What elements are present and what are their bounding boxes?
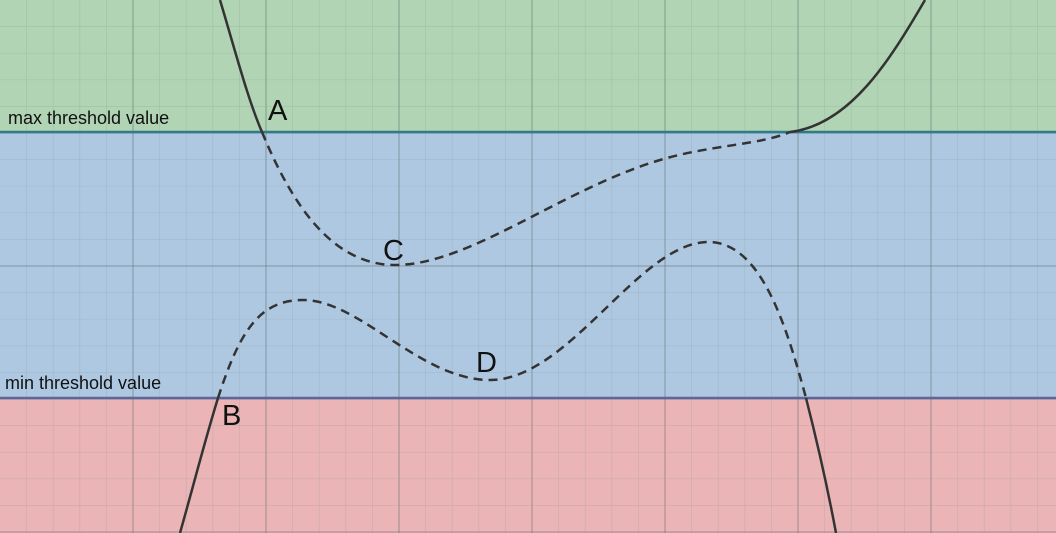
- point-label-a: A: [268, 95, 288, 127]
- point-label-c: C: [383, 235, 404, 267]
- point-label-b: B: [222, 400, 241, 432]
- upper-curve-right-solid: [789, 0, 927, 134]
- upper-curve-dashed: [260, 130, 791, 267]
- lower-curve-right-solid: [804, 397, 838, 533]
- above-max-zone: [0, 0, 1056, 132]
- between-thresholds-zone: [0, 132, 1056, 398]
- min-threshold-label: min threshold value: [5, 373, 161, 393]
- max-threshold-label: max threshold value: [8, 108, 169, 128]
- lower-curve-left-solid: [178, 397, 220, 533]
- upper-curve-left-solid: [218, 0, 264, 133]
- point-label-d: D: [476, 347, 497, 379]
- below-min-zone: [0, 398, 1056, 533]
